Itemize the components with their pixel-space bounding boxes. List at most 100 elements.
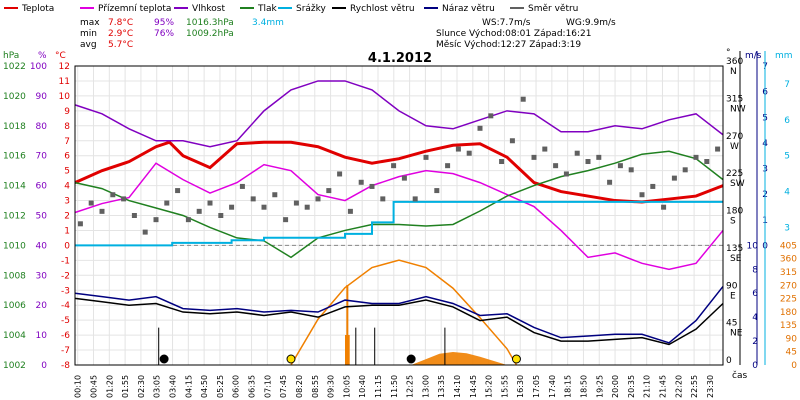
time-tick-label: 07:45 bbox=[279, 375, 288, 398]
stat-moon: Měsíc Východ:12:27 Západ:3:19 bbox=[436, 40, 581, 50]
temp-tick-label: 10 bbox=[59, 92, 71, 102]
sun-marker bbox=[286, 354, 296, 364]
series-layer bbox=[74, 80, 724, 365]
temp-tick-label: 3 bbox=[64, 197, 70, 207]
wind-dir-point bbox=[509, 138, 515, 144]
wind-dir-point bbox=[347, 208, 353, 214]
pct-tick-label: 90 bbox=[36, 92, 48, 102]
time-tick-label: 08:20 bbox=[295, 375, 304, 398]
legend: Teplota Přízemní teplota Vlhkost Tlak Sr… bbox=[4, 4, 578, 14]
wind-dir-point bbox=[682, 167, 688, 173]
wind-dir-point bbox=[175, 188, 181, 194]
temp-tick-label: 5 bbox=[64, 167, 70, 177]
wind-dir-point bbox=[650, 183, 656, 189]
series-line bbox=[74, 150, 724, 259]
wind-dir-point bbox=[88, 200, 94, 206]
legend-label: Teplota bbox=[21, 4, 54, 14]
time-tick-label: 22:20 bbox=[674, 375, 683, 398]
pct-tick-label: 100 bbox=[30, 62, 47, 72]
dir-tick-label: 225 bbox=[726, 169, 743, 179]
stat-hum: 95% bbox=[154, 18, 174, 28]
axis-unit-labels: hPa % °C ° m/s mm čas bbox=[3, 48, 793, 381]
dir-tick-label: 0 bbox=[726, 356, 732, 366]
wind-dir-point bbox=[628, 167, 634, 173]
stat-press: 1009.2hPa bbox=[186, 29, 234, 39]
stat-label: max bbox=[80, 18, 100, 28]
wind-dir-point bbox=[391, 163, 397, 169]
stat-label: avg bbox=[80, 40, 97, 50]
time-tick-label: 17:05 bbox=[532, 375, 541, 398]
stat-wg: WG:9.9m/s bbox=[566, 18, 616, 28]
time-tick-label: 20:00 bbox=[611, 375, 620, 398]
time-tick-label: 09:30 bbox=[327, 375, 336, 398]
time-tick-label: 23:30 bbox=[706, 375, 715, 398]
time-tick-label: 14:45 bbox=[469, 375, 478, 398]
temp-tick-label: 0 bbox=[64, 241, 70, 251]
wind-dir-point bbox=[164, 200, 170, 206]
stat-press: 1016.3hPa bbox=[186, 18, 234, 28]
hpa-tick-label: 1008 bbox=[3, 271, 26, 281]
unit-deg: ° bbox=[726, 48, 731, 58]
wind-dir-point bbox=[607, 179, 613, 185]
hpa-tick-label: 1016 bbox=[3, 152, 26, 162]
legend-label: Vlhkost bbox=[192, 4, 225, 14]
time-tick-label: 00:45 bbox=[90, 375, 99, 398]
wind-dir-point bbox=[520, 96, 526, 102]
wind-dir-point bbox=[110, 192, 116, 198]
wind-dir-point bbox=[358, 179, 364, 185]
series-line bbox=[74, 162, 724, 271]
wind-dir-point bbox=[326, 188, 332, 194]
moon-marker bbox=[159, 354, 169, 364]
wind-dir-point bbox=[401, 175, 407, 181]
legend-label: Tlak bbox=[257, 4, 278, 14]
time-tick-label: 18:15 bbox=[564, 375, 573, 398]
time-tick-label: 14:10 bbox=[453, 375, 462, 398]
stat-temp: 5.7°C bbox=[108, 40, 133, 50]
time-tick-label: 01:20 bbox=[105, 375, 114, 398]
legend-label: Směr větru bbox=[528, 4, 578, 14]
wind-dir-point bbox=[715, 146, 721, 152]
solar-tick-label: 90 bbox=[786, 334, 798, 344]
time-tick-label: 07:10 bbox=[263, 375, 272, 398]
time-tick-label: 06:35 bbox=[248, 375, 257, 398]
pct-tick-label: 70 bbox=[36, 152, 48, 162]
wind-dir-point bbox=[661, 204, 667, 210]
wind-dir-point bbox=[585, 159, 591, 165]
time-tick-label: 06:00 bbox=[232, 375, 241, 398]
hpa-tick-label: 1014 bbox=[3, 182, 26, 192]
temp-tick-label: -7 bbox=[61, 346, 70, 356]
time-tick-label: 00:10 bbox=[74, 375, 83, 398]
stat-temp: 2.9°C bbox=[108, 29, 133, 39]
wind-dir-point bbox=[671, 175, 677, 181]
wind-dir-point bbox=[142, 229, 148, 235]
temp-tick-label: 2 bbox=[64, 212, 70, 222]
time-tick-label: 03:05 bbox=[153, 375, 162, 398]
wind-dir-point bbox=[693, 154, 699, 160]
solar-bar bbox=[346, 285, 349, 365]
dir-tick-label: 180 bbox=[726, 207, 743, 217]
dir-name-label: SE bbox=[730, 254, 742, 264]
temp-tick-label: 9 bbox=[64, 107, 70, 117]
wind-dir-point bbox=[131, 213, 137, 218]
wind-dir-point bbox=[304, 204, 310, 210]
solar-tick-label: 0 bbox=[791, 361, 797, 371]
dir-name-label: NW bbox=[730, 104, 746, 114]
wind-dir-point bbox=[250, 196, 256, 202]
wind-dir-point bbox=[380, 196, 386, 202]
dir-name-label: W bbox=[730, 142, 739, 152]
temp-tick-label: 8 bbox=[64, 122, 70, 132]
temp-tick-label: -1 bbox=[61, 256, 70, 266]
wind-dir-point bbox=[704, 159, 710, 165]
wind-dir-point bbox=[445, 163, 451, 169]
solar-tick-label: 45 bbox=[786, 348, 797, 358]
series-line bbox=[74, 285, 724, 344]
dir-tick-label: 135 bbox=[726, 244, 743, 254]
time-tick-label: 13:35 bbox=[437, 375, 446, 398]
temp-tick-label: 6 bbox=[64, 152, 70, 162]
wind-dir-point bbox=[239, 183, 245, 189]
mm-tick-label: 5 bbox=[784, 152, 790, 162]
pct-tick-label: 20 bbox=[36, 301, 48, 311]
time-tick-label: 11:15 bbox=[374, 375, 383, 398]
ms-tick-label: 6 bbox=[752, 289, 758, 299]
right-axis-ticks: 360N315NW270W225SW180S135SE90E45NE001234… bbox=[726, 51, 797, 371]
